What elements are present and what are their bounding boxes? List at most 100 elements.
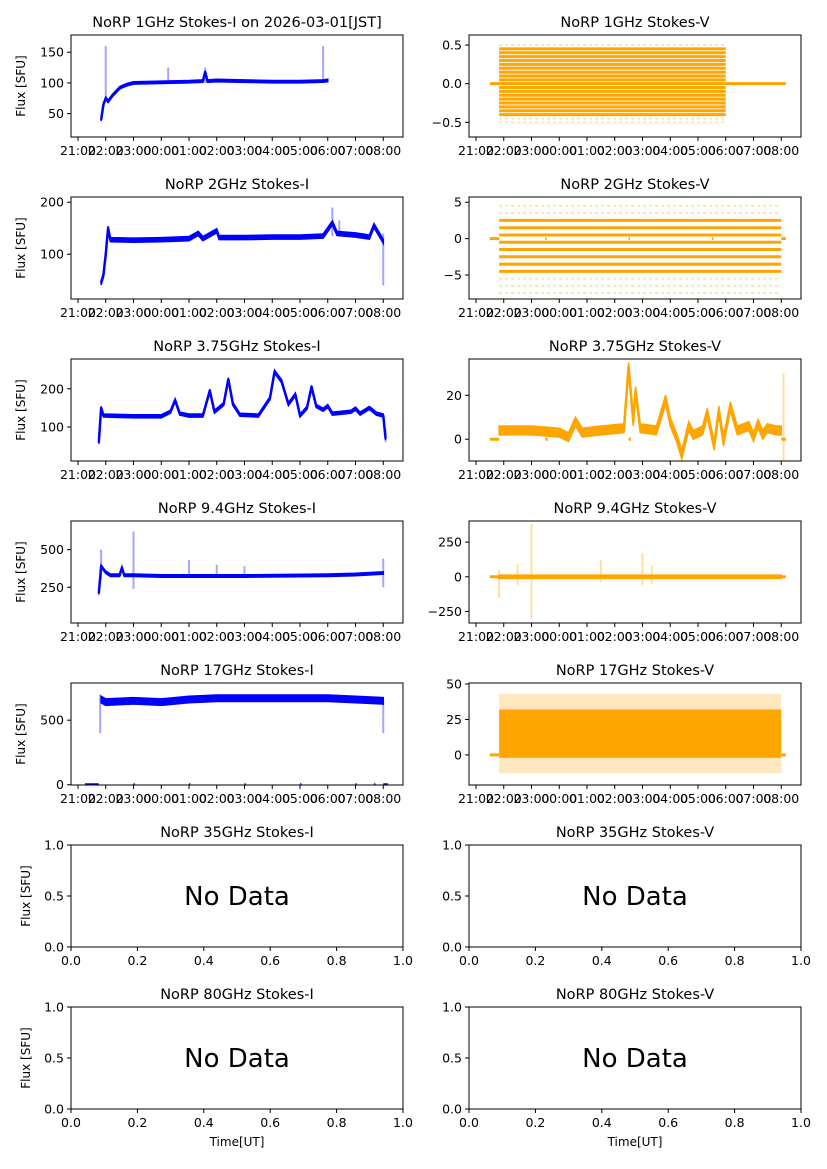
- subplot-title: NoRP 9.4GHz Stokes-V: [554, 501, 717, 517]
- x-tick-label: 04:00: [652, 143, 688, 158]
- x-tick-label: 0.8: [725, 1115, 745, 1130]
- x-tick-label: 0.0: [61, 953, 81, 968]
- x-tick-label: 23:00: [513, 305, 549, 320]
- x-tick-label: 23:00: [115, 143, 151, 158]
- x-tick-label: 21:00: [60, 467, 96, 482]
- y-tick-label: 0.5: [442, 889, 462, 904]
- x-tick-label: 04:00: [254, 791, 290, 806]
- subplot-title: NoRP 3.75GHz Stokes-I: [153, 339, 320, 355]
- subplot: −50521:0022:0023:0000:0001:0002:0003:000…: [444, 177, 802, 320]
- x-tick-label: 07:00: [735, 143, 771, 158]
- x-tick-label: 01:00: [171, 629, 207, 644]
- axes-frame: [468, 358, 802, 462]
- x-tick-label: 22:00: [486, 143, 522, 158]
- plot-area: [489, 524, 786, 619]
- x-tick-label: 07:00: [735, 305, 771, 320]
- y-tick-label: 5: [454, 195, 462, 210]
- x-tick-label: 04:00: [254, 143, 290, 158]
- subplot-title: NoRP 1GHz Stokes-V: [560, 15, 709, 31]
- x-tick-label: 01:00: [171, 791, 207, 806]
- y-tick-label: 0: [56, 777, 64, 792]
- y-tick-label: 0: [454, 231, 462, 246]
- x-tick-label: 04:00: [254, 305, 290, 320]
- subplot: 0.0 0.5 1.0 0.0 0.2 0.4 0.6 0.8 1.0 NoRP 35GHz St…: [442, 825, 811, 968]
- x-tick-label: 05:00: [680, 791, 716, 806]
- x-tick-label: 01:00: [171, 305, 207, 320]
- x-tick-label: 0.6: [658, 953, 678, 968]
- x-tick-label: 04:00: [652, 467, 688, 482]
- y-tick-label: 0.0: [44, 940, 64, 955]
- subplot: −0.5 0.0 0.5 21:0022:0023:0000:0001:0002:00…: [432, 15, 802, 158]
- x-tick-label: 04:00: [652, 791, 688, 806]
- x-tick-label: 21:00: [458, 629, 494, 644]
- x-tick-label: 05:00: [282, 629, 318, 644]
- x-tick-label: 01:00: [569, 791, 605, 806]
- x-tick-label: 21:00: [458, 305, 494, 320]
- axes-frame: [468, 34, 802, 138]
- subplot: 100 200 21:0022:0023:0000:0001:0002:0003:0…: [14, 177, 404, 320]
- x-tick-label: 23:00: [115, 629, 151, 644]
- x-tick-label: 08:00: [365, 629, 401, 644]
- x-tick-label: 06:00: [310, 791, 346, 806]
- x-tick-label: 0.8: [327, 1115, 347, 1130]
- x-tick-label: 21:00: [60, 143, 96, 158]
- x-tick-label: 08:00: [365, 467, 401, 482]
- x-tick-label: 22:00: [486, 305, 522, 320]
- x-tick-label: 05:00: [282, 791, 318, 806]
- axes-frame: [70, 682, 404, 786]
- x-tick-label: 0.8: [725, 953, 745, 968]
- y-axis-label: Flux [SFU]: [19, 865, 33, 926]
- subplot: 100 200 21:0022:0023:0000:0001:0002:0003:0…: [14, 339, 404, 482]
- subplot: 0.0 0.5 1.0 0.0 0.2 0.4 0.6 0.8 1.0 NoRP 35GHz St…: [19, 825, 413, 968]
- subplot: 0.0 0.5 1.0 0.0 0.2 0.4 0.6 0.8 1.0 NoRP 80GHz St…: [442, 987, 811, 1149]
- x-tick-label: 00:00: [143, 467, 179, 482]
- x-tick-label: 0.0: [459, 1115, 479, 1130]
- subplot-title: NoRP 1GHz Stokes-I on 2026-03-01[JST]: [92, 15, 382, 31]
- x-tick-label: 23:00: [115, 305, 151, 320]
- x-tick-label: 23:00: [513, 791, 549, 806]
- y-tick-label: 1.0: [44, 838, 64, 853]
- x-tick-label: 08:00: [763, 143, 799, 158]
- x-tick-label: 00:00: [541, 467, 577, 482]
- subplot-title: NoRP 3.75GHz Stokes-V: [549, 339, 721, 355]
- x-tick-label: 03:00: [624, 143, 660, 158]
- no-data-annotation: No Data: [184, 1044, 290, 1074]
- x-tick-label: 0.6: [260, 953, 280, 968]
- x-tick-label: 00:00: [143, 629, 179, 644]
- y-tick-label: 250: [438, 535, 462, 550]
- series-line: [97, 564, 384, 594]
- band-dense: [499, 709, 782, 758]
- x-tick-label: 1.0: [393, 953, 413, 968]
- x-tick-label: 07:00: [735, 791, 771, 806]
- x-tick-label: 01:00: [569, 629, 605, 644]
- series-spread: [100, 70, 329, 122]
- subplot: 0.0 0.5 1.0 0.0 0.2 0.4 0.6 0.8 1.0 NoRP 80GHz St…: [19, 987, 413, 1149]
- x-tick-label: 07:00: [735, 467, 771, 482]
- plot-area: [84, 694, 388, 785]
- y-tick-label: 0.0: [442, 1102, 462, 1117]
- x-tick-label: 02:00: [597, 791, 633, 806]
- x-tick-label: 06:00: [310, 143, 346, 158]
- x-tick-label: 07:00: [337, 467, 373, 482]
- series-line: [99, 221, 385, 284]
- x-tick-label: 23:00: [115, 467, 151, 482]
- y-tick-label: 0: [454, 432, 462, 447]
- x-tick-label: 21:00: [458, 791, 494, 806]
- x-tick-label: 05:00: [282, 467, 318, 482]
- x-tick-label: 01:00: [171, 143, 207, 158]
- x-tick-label: 21:00: [60, 305, 96, 320]
- x-tick-label: 07:00: [337, 629, 373, 644]
- y-tick-label: 1.0: [442, 838, 462, 853]
- x-tick-label: 06:00: [708, 305, 744, 320]
- no-data-annotation: No Data: [582, 1044, 688, 1074]
- y-tick-label: 200: [40, 195, 64, 210]
- x-tick-label: 0.4: [194, 1115, 214, 1130]
- axes-frame: [70, 358, 404, 462]
- x-tick-label: 03:00: [226, 467, 262, 482]
- y-tick-label: 50: [446, 676, 462, 691]
- x-tick-label: 03:00: [624, 305, 660, 320]
- subplot: 50 100 150 21:0022:0023:0000:0001:0002:0003…: [14, 15, 404, 158]
- y-tick-label: 0.5: [442, 1051, 462, 1066]
- y-tick-label: 250: [40, 580, 64, 595]
